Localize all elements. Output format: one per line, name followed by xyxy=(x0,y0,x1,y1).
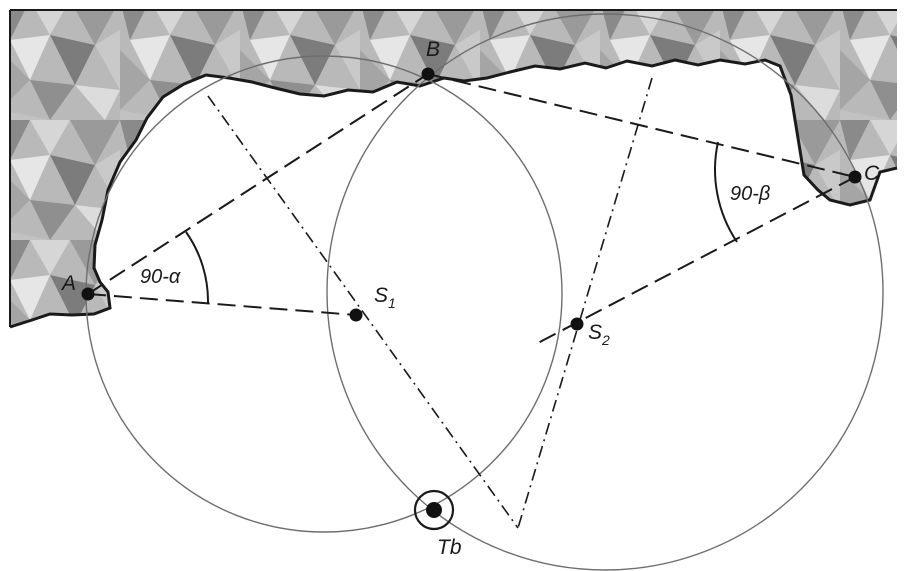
point-s1 xyxy=(349,308,363,322)
label-c: C xyxy=(864,162,880,185)
angle-beta-arc xyxy=(714,141,738,243)
label-tb: Tb xyxy=(437,536,462,559)
label-angle-alpha: 90-α xyxy=(140,266,181,288)
point-a xyxy=(81,287,95,301)
line-c-s2 xyxy=(535,176,856,345)
point-c xyxy=(848,170,862,184)
line-a-s1 xyxy=(87,293,357,316)
chord-b-c xyxy=(427,73,856,178)
label-b: B xyxy=(426,38,440,61)
point-tb xyxy=(426,502,442,518)
label-a: A xyxy=(60,272,76,295)
label-s1: S1 xyxy=(374,284,396,311)
point-b xyxy=(421,67,435,81)
point-tb-ring xyxy=(413,489,455,531)
label-s1-base: S xyxy=(374,284,388,307)
label-angle-beta: 90-β xyxy=(730,183,770,205)
label-s2-sub: 2 xyxy=(601,332,610,348)
chord-a-b xyxy=(87,73,429,295)
label-s2: S2 xyxy=(588,321,610,348)
bisector-2 xyxy=(517,77,653,529)
bisector-1 xyxy=(207,95,519,529)
circle-s1 xyxy=(85,55,563,533)
label-s2-base: S xyxy=(588,321,602,344)
circle-s2 xyxy=(326,13,884,571)
label-s1-sub: 1 xyxy=(388,295,396,311)
angle-alpha-arc xyxy=(185,231,210,304)
point-s2 xyxy=(570,317,584,331)
